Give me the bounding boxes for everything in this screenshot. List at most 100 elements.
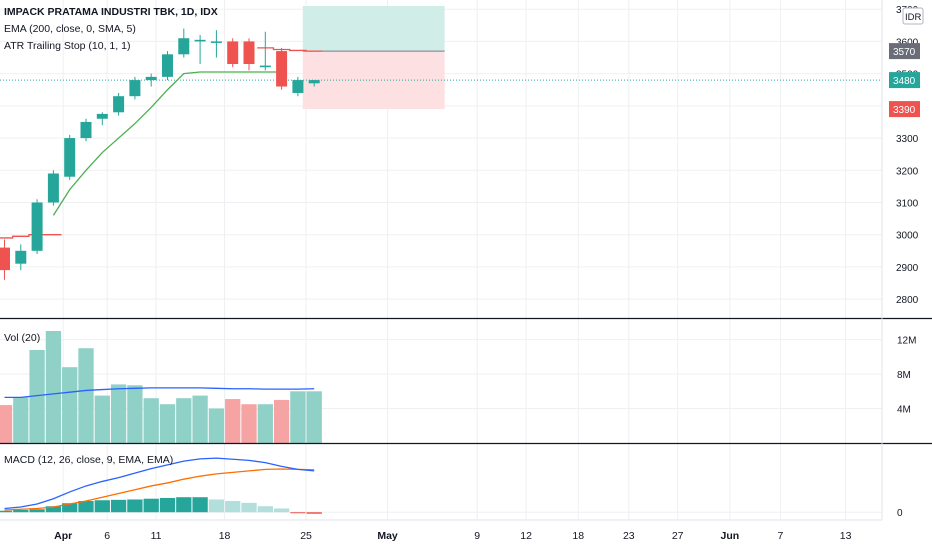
candle [0,239,10,280]
macd-histogram-bar [143,498,159,513]
candle [145,73,157,87]
price-tick-label: 3600 [896,37,919,48]
macd-histogram-bar [110,499,127,513]
price-tick-label: 3300 [896,134,919,145]
currency-badge-box [902,7,924,25]
candle-body [31,202,43,251]
time-tick-label: 11 [151,530,162,542]
volume-bar [273,399,290,443]
macd-legend[interactable]: MACD (12, 26, close, 9, EMA, EMA) [4,454,174,466]
volume-ma-line [4,387,315,398]
time-tick-label: 6 [104,530,110,542]
grid-lines [0,0,882,520]
candle-body [96,113,108,119]
currency-badge-label: IDR [905,12,922,23]
macd-line [4,457,315,510]
time-tick-label: Jun [721,530,740,542]
atr-trailing-stop-line [257,47,323,52]
volume-bar [13,397,29,443]
candle-body [210,41,222,43]
price-tag-label: 3390 [893,105,916,116]
time-tick-label: 27 [672,530,684,542]
macd-pane [0,457,322,514]
candle [194,34,206,64]
macd-signal-line [4,468,315,511]
macd-histogram-bar [78,500,94,513]
candle-body [162,54,173,77]
macd-histogram-bar [241,502,257,513]
volume-bar [306,391,322,443]
time-tick-label: 13 [840,530,852,542]
time-tick-label: 18 [572,530,584,542]
macd-histogram-bar [13,509,29,513]
candle [308,80,320,87]
volume-bar [257,404,273,443]
candle [64,134,76,180]
volume-bar [208,408,225,443]
price-tag: 3570 [889,43,920,60]
macd-histogram-bar [0,510,13,513]
candle [227,38,239,68]
macd-histogram-bar [29,509,45,513]
volume-legend[interactable]: Vol (20) [4,332,41,344]
atr-legend[interactable]: ATR Trailing Stop (10, 1, 1) [4,40,131,52]
macd-histogram-bar [127,499,143,513]
candle [47,170,59,206]
ema-legend[interactable]: EMA (200, close, 0, SMA, 5) [4,23,136,35]
candle [259,31,271,71]
volume-bar [29,349,45,443]
candle [162,51,173,81]
price-pane [0,28,882,280]
volume-tick-label: 4M [897,405,911,416]
candle [80,118,92,142]
candle-body [308,80,320,84]
macd-histogram-bar [225,500,241,513]
volume-bar [225,399,241,443]
price-tag-box [889,101,920,118]
macd-histogram-bar [290,512,306,514]
candle-body [113,96,125,113]
volume-bar [62,367,78,443]
volume-bar [176,398,192,443]
volume-bar [110,384,127,443]
candle-body [178,38,190,55]
macd-histogram-bar [257,506,273,513]
candle-body [47,173,59,203]
ema-line [52,71,282,216]
candle-body [145,76,157,81]
position-tool[interactable] [302,6,445,110]
candle-body [15,250,27,264]
time-tick-label: 23 [623,530,635,542]
price-tick-label: 3200 [896,166,919,177]
target-zone [302,6,445,52]
volume-bar [290,391,306,443]
price-tick-label: 3100 [896,198,919,209]
macd-histogram-bar [306,512,322,514]
price-legend: IMPACK PRATAMA INDUSTRI TBK, 1D, IDX EMA… [4,4,218,55]
candle-body [80,121,92,139]
price-tick-label: 3000 [896,231,919,242]
price-tag-label: 3570 [893,47,916,58]
candle-body [276,51,288,87]
price-tag-box [889,72,920,89]
time-tick-label: 7 [777,530,783,542]
candle [96,112,108,126]
candle-body [64,138,76,177]
macd-histogram-bar [94,500,110,513]
macd-histogram-bar [273,508,290,513]
volume-bar [0,405,13,443]
volume-bar [192,395,208,443]
candle-body [0,247,10,271]
candle [178,28,190,58]
symbol-title[interactable]: IMPACK PRATAMA INDUSTRI TBK, 1D, IDX [4,6,218,18]
volume-pane [0,331,322,443]
volume-tick-label: 12M [897,336,916,347]
candle [31,199,43,255]
price-tag-label: 3480 [893,76,916,87]
price-tag: 3480 [889,72,920,89]
volume-bar [159,404,176,443]
volume-bar [127,385,143,443]
volume-tick-label: 8M [897,370,911,381]
time-tick-label: 9 [474,530,480,542]
